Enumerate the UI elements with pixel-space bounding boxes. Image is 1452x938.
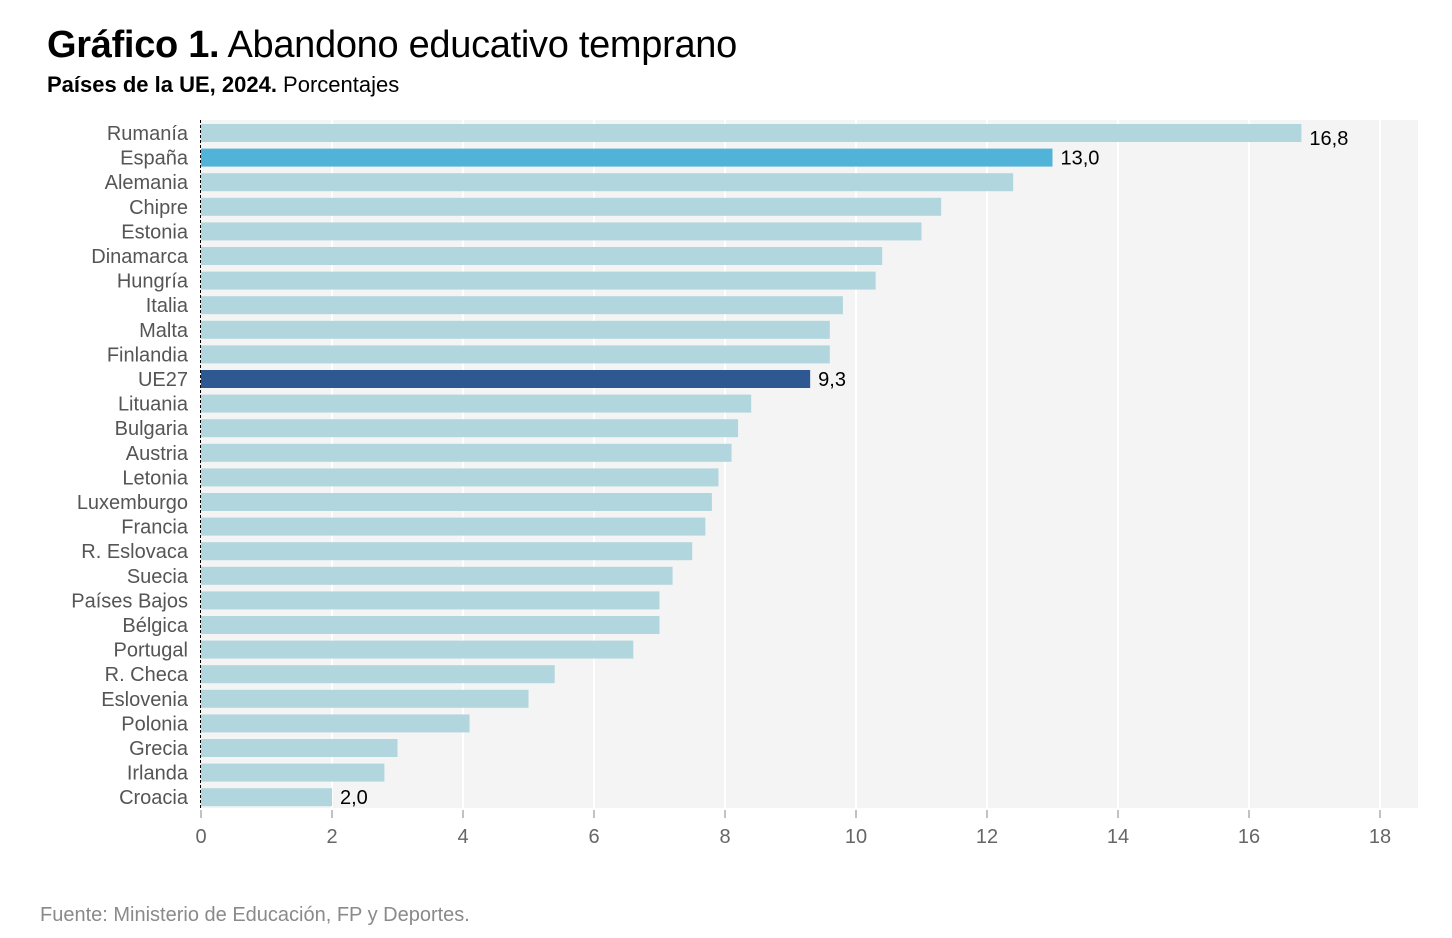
bar-croacia xyxy=(201,788,332,807)
bar-estonia xyxy=(201,222,922,241)
category-label: Croacia xyxy=(119,787,189,809)
bar-lituania xyxy=(201,394,752,413)
x-tick-label: 2 xyxy=(326,826,337,848)
chart-subtitle-unit: Porcentajes xyxy=(276,72,400,97)
category-label: Lituania xyxy=(118,394,189,416)
category-label: Portugal xyxy=(114,640,189,662)
bars xyxy=(201,124,1302,807)
x-tick-label: 14 xyxy=(1107,826,1129,848)
source-note: Fuente: Ministerio de Educación, FP y De… xyxy=(40,904,470,926)
bar-suecia xyxy=(201,566,673,585)
chart-title: Gráfico 1. Abandono educativo temprano xyxy=(47,24,737,67)
bar-alemania xyxy=(201,173,1014,192)
data-label: 9,3 xyxy=(818,369,846,391)
bar-luxemburgo xyxy=(201,493,712,511)
bar-ue27 xyxy=(201,370,811,388)
category-label: Estonia xyxy=(121,221,189,243)
bar-eslovenia xyxy=(201,689,529,708)
bar-r-eslovaca xyxy=(201,542,693,561)
x-tick-label: 4 xyxy=(457,826,468,848)
category-label: Eslovenia xyxy=(101,689,189,711)
category-label: Malta xyxy=(139,320,189,342)
category-label: Rumanía xyxy=(107,123,189,145)
bar-hungría xyxy=(201,271,876,290)
category-label: España xyxy=(120,148,189,170)
x-tick-label: 6 xyxy=(588,826,599,848)
category-label: R. Eslovaca xyxy=(81,541,189,563)
category-label: Alemania xyxy=(105,172,189,194)
bar-dinamarca xyxy=(201,247,883,265)
bar-finlandia xyxy=(201,345,830,364)
bar-países-bajos xyxy=(201,591,660,610)
chart-subtitle: Países de la UE, 2024. Porcentajes xyxy=(47,72,399,98)
chart-title-text: Abandono educativo temprano xyxy=(219,24,737,66)
x-tick-label: 0 xyxy=(195,826,206,848)
category-label: Luxemburgo xyxy=(77,492,188,514)
bar-bélgica xyxy=(201,616,660,634)
bar-francia xyxy=(201,517,706,536)
category-label: Dinamarca xyxy=(91,246,189,268)
x-tick-label: 8 xyxy=(719,826,730,848)
chart-title-number: Gráfico 1. xyxy=(47,24,220,66)
category-label: Irlanda xyxy=(127,763,189,785)
bar-grecia xyxy=(201,739,398,757)
bar-letonia xyxy=(201,468,719,487)
bar-r-checa xyxy=(201,665,555,684)
category-label: Polonia xyxy=(121,713,189,735)
bar-españa xyxy=(201,148,1053,167)
bar-bulgaria xyxy=(201,419,739,438)
category-label: Hungría xyxy=(117,271,189,293)
category-label: Bulgaria xyxy=(115,418,189,440)
category-label: R. Checa xyxy=(105,664,189,686)
data-label: 16,8 xyxy=(1309,128,1348,150)
x-tick-label: 18 xyxy=(1369,826,1391,848)
category-label: Chipre xyxy=(129,197,188,219)
category-label: Italia xyxy=(146,295,189,317)
data-label: 13,0 xyxy=(1061,148,1100,170)
data-labels: 16,8 13,0 9,3 2,0 xyxy=(340,128,1348,809)
bar-polonia xyxy=(201,714,470,733)
bar-austria xyxy=(201,443,732,462)
bar-portugal xyxy=(201,640,634,659)
x-tick-label: 10 xyxy=(845,826,867,848)
category-label: Finlandia xyxy=(107,344,189,366)
category-label: Suecia xyxy=(127,566,189,588)
data-label: 2,0 xyxy=(340,787,368,809)
category-label: Grecia xyxy=(129,738,189,760)
bar-italia xyxy=(201,296,843,315)
x-tick-label: 16 xyxy=(1238,826,1260,848)
category-label: Austria xyxy=(126,443,189,465)
bar-rumanía xyxy=(201,124,1302,142)
chart-subtitle-scope: Países de la UE, 2024. xyxy=(47,72,277,97)
category-label: UE27 xyxy=(138,369,188,391)
bar-chipre xyxy=(201,197,942,216)
bar-irlanda xyxy=(201,763,385,782)
x-tick-label: 12 xyxy=(976,826,998,848)
category-label: Francia xyxy=(121,517,189,539)
category-label: Bélgica xyxy=(122,615,188,637)
category-label: Países Bajos xyxy=(71,590,188,612)
bar-malta xyxy=(201,320,830,339)
category-label: Letonia xyxy=(122,467,188,489)
x-axis-ticks: 0 2 4 6 8 10 12 14 16 18 xyxy=(195,810,1391,848)
